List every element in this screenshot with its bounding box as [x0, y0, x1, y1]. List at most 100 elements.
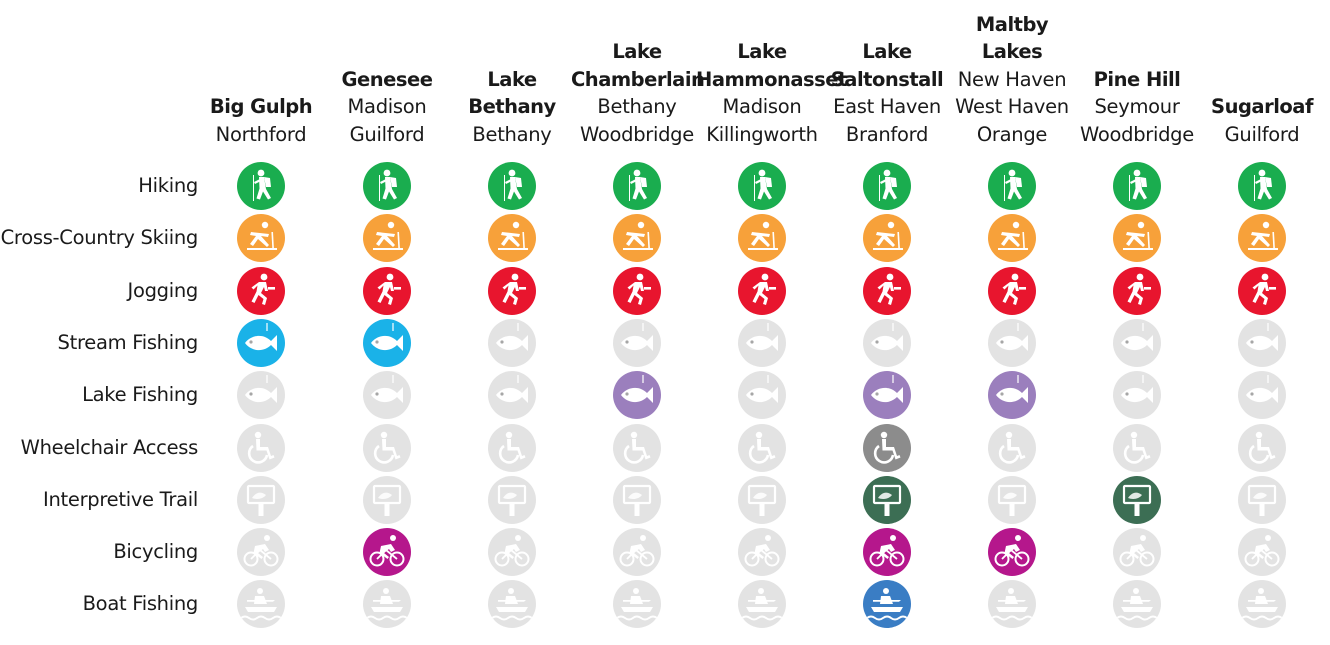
park-name: Lakes: [981, 40, 1043, 63]
fish-icon: [988, 318, 1036, 367]
park-name: Genesee: [341, 67, 433, 91]
town-label: Bethany: [597, 95, 677, 118]
sign-icon: [863, 475, 911, 524]
activity-label: Interpretive Trail: [43, 487, 198, 511]
wheelchair-icon: [863, 423, 911, 472]
park-name: Lake: [612, 40, 662, 63]
skier-icon: [488, 214, 536, 263]
boat-icon: [613, 580, 661, 629]
town-label: Branford: [845, 122, 929, 146]
column-header: Genesee Madison Guilford: [321, 66, 453, 149]
park-name: Lake: [487, 67, 537, 91]
column-header: Lake Chamberlain Bethany Woodbridge: [571, 38, 705, 148]
town-label: East Haven: [833, 95, 941, 118]
town-label: Woodbridge: [580, 122, 694, 146]
hiker-icon: [863, 162, 911, 210]
jogger-icon: [237, 266, 285, 315]
boat-icon: [363, 580, 411, 629]
activity-label: Lake Fishing: [82, 383, 198, 407]
hiker-icon: [363, 162, 411, 210]
jogger-icon: [738, 266, 786, 315]
sign-icon: [1113, 475, 1161, 524]
fish-icon: [237, 371, 285, 420]
town-label: Woodbridge: [1080, 122, 1194, 146]
park-name: Pine Hill: [1093, 67, 1181, 91]
column-header: Lake Hammonasset Madison Killingworth: [696, 38, 847, 148]
hiker-icon: [988, 162, 1036, 210]
skier-icon: [363, 214, 411, 263]
column-header: Lake Bethany Bethany: [446, 66, 578, 149]
jogger-icon: [1238, 266, 1286, 315]
fish-icon: [237, 318, 285, 367]
wheelchair-icon: [1113, 423, 1161, 472]
activity-label: Wheelchair Access: [20, 435, 199, 459]
town-label: Madison: [347, 95, 427, 118]
park-towns: Madison Killingworth: [696, 93, 828, 148]
skier-icon: [1238, 214, 1286, 263]
town-label: Guilford: [349, 122, 425, 146]
activity-label: Cross-Country Skiing: [0, 226, 199, 250]
wheelchair-icon: [613, 423, 661, 472]
fish-icon: [363, 371, 411, 420]
boat-icon: [1113, 580, 1161, 629]
column-header: Big Gulph Northford: [195, 93, 327, 148]
sign-icon: [488, 475, 536, 524]
bicycle-icon: [613, 528, 661, 577]
skier-icon: [237, 214, 285, 263]
hiker-icon: [1113, 162, 1161, 210]
fish-icon: [988, 371, 1036, 420]
jogger-icon: [363, 266, 411, 315]
hiker-icon: [1238, 162, 1286, 210]
skier-icon: [738, 214, 786, 263]
bicycle-icon: [488, 528, 536, 577]
activity-label: Bicycling: [113, 540, 198, 564]
jogger-icon: [988, 266, 1036, 315]
activity-label: Stream Fishing: [57, 330, 199, 354]
park-towns: New Haven West Haven Orange: [946, 66, 1078, 149]
town-label: Killingworth: [706, 122, 818, 146]
sign-icon: [1238, 475, 1286, 524]
sign-icon: [363, 475, 411, 524]
park-name: Lake: [862, 40, 912, 63]
jogger-icon: [1113, 266, 1161, 315]
park-name: Maltby: [975, 12, 1049, 36]
fish-icon: [1238, 318, 1286, 367]
park-name: Lake: [737, 40, 787, 63]
jogger-icon: [488, 266, 536, 315]
column-header: Lake Saltonstall East Haven Branford: [821, 38, 953, 148]
town-label: Guilford: [1224, 122, 1300, 146]
town-label: Seymour: [1094, 95, 1180, 118]
boat-icon: [488, 580, 536, 629]
hiker-icon: [613, 162, 661, 210]
park-towns: East Haven Branford: [821, 93, 953, 148]
activity-label: Jogging: [127, 278, 199, 302]
jogger-icon: [863, 266, 911, 315]
hiker-icon: [738, 162, 786, 210]
park-name: Sugarloaf: [1211, 95, 1313, 118]
boat-icon: [738, 580, 786, 629]
column-header: Sugarloaf Guilford: [1196, 93, 1328, 148]
town-label: Bethany: [472, 122, 552, 146]
bicycle-icon: [363, 528, 411, 577]
sign-icon: [237, 475, 285, 524]
fish-icon: [488, 371, 536, 420]
fish-icon: [738, 318, 786, 367]
fish-icon: [613, 371, 661, 420]
wheelchair-icon: [363, 423, 411, 472]
fish-icon: [488, 318, 536, 367]
skier-icon: [1113, 214, 1161, 263]
activity-label: Hiking: [138, 174, 198, 197]
park-name: Chamberlain: [571, 67, 705, 91]
sign-icon: [738, 475, 786, 524]
town-label: Northford: [215, 122, 307, 146]
fish-icon: [363, 318, 411, 367]
wheelchair-icon: [738, 423, 786, 472]
column-header: Pine Hill Seymour Woodbridge: [1071, 66, 1203, 149]
park-towns: Bethany: [446, 121, 578, 149]
fish-icon: [1113, 371, 1161, 420]
boat-icon: [988, 580, 1036, 629]
bicycle-icon: [863, 528, 911, 577]
hiker-icon: [237, 162, 285, 210]
fish-icon: [738, 371, 786, 420]
